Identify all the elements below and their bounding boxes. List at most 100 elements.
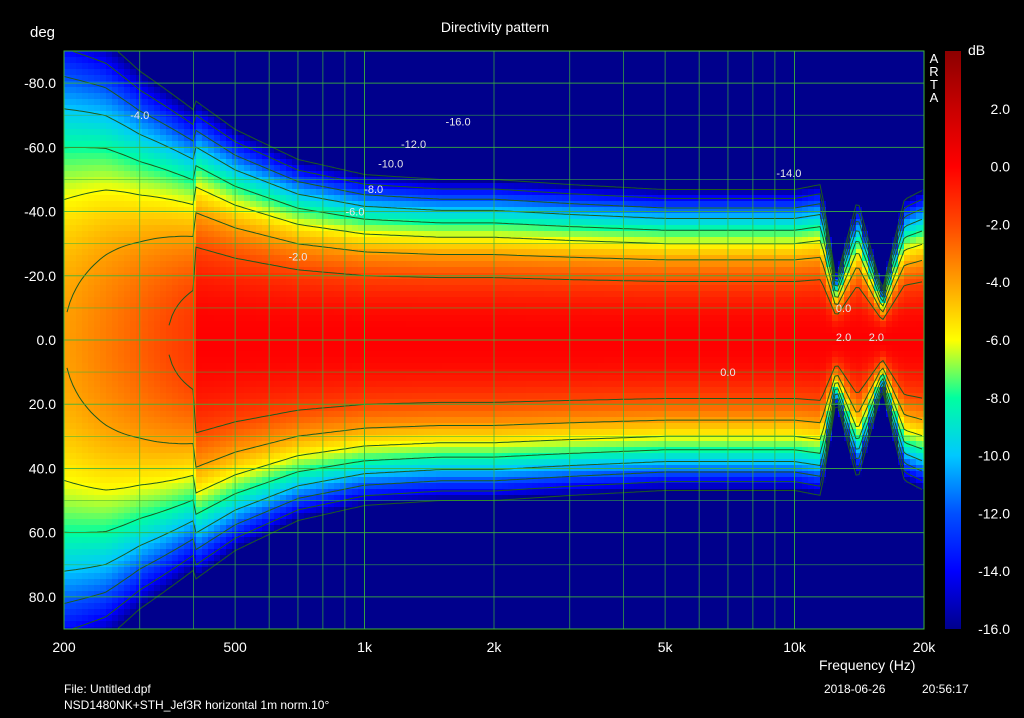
heat-cell	[196, 513, 203, 520]
heat-cell	[88, 51, 95, 58]
heat-cell	[76, 135, 83, 142]
heat-cell	[262, 483, 269, 490]
heat-cell	[94, 567, 101, 574]
heat-cell	[160, 519, 167, 526]
heat-cell	[64, 321, 71, 328]
heat-cell	[142, 423, 149, 430]
heat-cell	[208, 531, 215, 538]
heat-cell	[274, 261, 281, 268]
heat-cell	[136, 363, 143, 370]
heat-cell	[94, 105, 101, 112]
heat-cell	[304, 261, 311, 268]
heat-cell	[304, 405, 311, 412]
heat-cell	[238, 315, 245, 322]
heat-cell	[112, 603, 119, 610]
heat-cell	[316, 351, 323, 358]
heat-cell	[166, 165, 173, 172]
heat-cell	[184, 129, 191, 136]
heat-cell	[268, 597, 275, 604]
heat-cell	[298, 573, 305, 580]
heat-cell	[130, 321, 137, 328]
heat-cell	[196, 417, 203, 424]
heat-cell	[298, 237, 305, 244]
heat-cell	[184, 261, 191, 268]
heat-cell	[292, 57, 299, 64]
heat-cell	[274, 165, 281, 172]
heat-cell	[358, 345, 365, 352]
heat-cell	[346, 549, 353, 556]
heat-cell	[298, 393, 305, 400]
heat-cell	[178, 363, 185, 370]
heat-cell	[370, 267, 377, 274]
heat-cell	[136, 387, 143, 394]
heat-cell	[100, 165, 107, 172]
heat-cell	[244, 543, 251, 550]
heat-cell	[136, 207, 143, 214]
heat-cell	[94, 537, 101, 544]
heat-cell	[220, 387, 227, 394]
heat-cell	[298, 129, 305, 136]
heat-cell	[298, 321, 305, 328]
heat-cell	[220, 573, 227, 580]
heat-cell	[64, 525, 71, 532]
heat-cell	[250, 333, 257, 340]
heat-cell	[88, 543, 95, 550]
heat-cell	[346, 333, 353, 340]
heat-cell	[214, 525, 221, 532]
colorbar-label: dB	[968, 42, 986, 58]
heat-cell	[304, 591, 311, 598]
heat-cell	[130, 87, 137, 94]
heat-cell	[142, 585, 149, 592]
heat-cell	[112, 555, 119, 562]
heat-cell	[304, 495, 311, 502]
heat-cell	[166, 345, 173, 352]
heat-cell	[346, 201, 353, 208]
heat-cell	[106, 171, 113, 178]
heat-cell	[214, 507, 221, 514]
heat-cell	[268, 363, 275, 370]
heat-cell	[364, 561, 371, 568]
heat-cell	[304, 207, 311, 214]
heat-cell	[364, 471, 371, 478]
heat-cell	[280, 345, 287, 352]
heat-cell	[214, 567, 221, 574]
heat-cell	[118, 279, 125, 286]
heat-cell	[352, 363, 359, 370]
heat-cell	[88, 429, 95, 436]
heat-cell	[220, 171, 227, 178]
heat-cell	[76, 297, 83, 304]
heat-cell	[292, 429, 299, 436]
heat-cell	[310, 93, 317, 100]
heat-cell	[178, 117, 185, 124]
heat-cell	[208, 105, 215, 112]
heat-cell	[268, 495, 275, 502]
heat-cell	[328, 87, 335, 94]
heat-cell	[316, 159, 323, 166]
heat-cell	[214, 609, 221, 616]
heat-cell	[64, 615, 71, 622]
heat-cell	[298, 135, 305, 142]
heat-cell	[112, 381, 119, 388]
heat-cell	[82, 585, 89, 592]
heat-cell	[286, 513, 293, 520]
heat-cell	[88, 387, 95, 394]
heat-cell	[100, 423, 107, 430]
heat-cell	[256, 189, 263, 196]
heat-cell	[148, 345, 155, 352]
heat-cell	[220, 201, 227, 208]
heat-cell	[160, 255, 167, 262]
heat-cell	[94, 441, 101, 448]
heat-cell	[220, 537, 227, 544]
heat-cell	[280, 249, 287, 256]
heat-cell	[172, 405, 179, 412]
heat-cell	[172, 597, 179, 604]
heat-cell	[70, 345, 77, 352]
heat-cell	[310, 549, 317, 556]
heat-cell	[316, 453, 323, 460]
heat-cell	[94, 147, 101, 154]
heat-cell	[334, 525, 341, 532]
heat-cell	[76, 363, 83, 370]
heat-cell	[322, 219, 329, 226]
heat-cell	[202, 159, 209, 166]
heat-cell	[166, 111, 173, 118]
